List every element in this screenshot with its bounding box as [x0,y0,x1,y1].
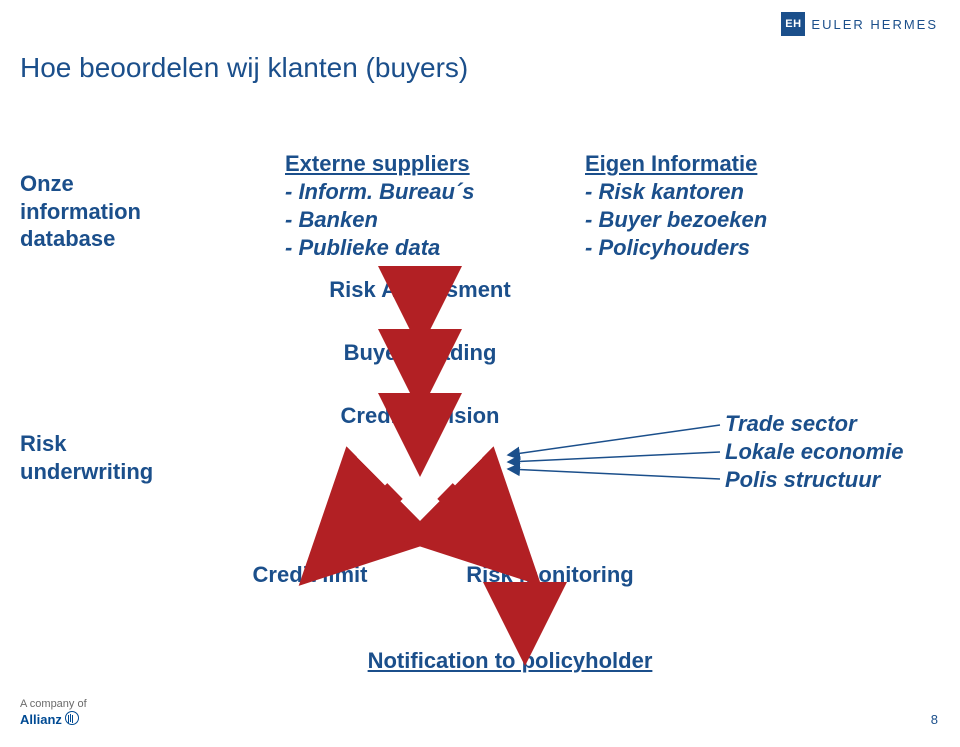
block-item: - Policyhouders [585,234,767,262]
block-item: - Inform. Bureau´s [285,178,474,206]
step-credit-decision: Credit decision [285,403,555,429]
allianz-icon [65,711,79,725]
block-heading: Eigen Informatie [585,150,767,178]
step-risk-assessment: Risk Assessment [285,277,555,303]
footer-brand: Allianz [20,712,62,727]
page-title: Hoe beoordelen wij klanten (buyers) [20,52,468,84]
footer-line1: A company of [20,698,87,712]
step-risk-monitoring: Risk monitoring [440,562,660,588]
block-item: - Publieke data [285,234,474,262]
block-factors: Trade sector Lokale economie Polis struc… [725,410,904,494]
diagram-arrows [0,0,960,747]
step-buyer-grading: Buyer Grading [285,340,555,366]
label-information-database: Onzeinformationdatabase [20,170,141,253]
brand-logo: EH EULER HERMES [781,12,938,36]
factor-item: Polis structuur [725,466,904,494]
logo-mark-icon: EH [781,12,805,36]
label-text: Riskunderwriting [20,431,153,484]
label-text: Onzeinformationdatabase [20,171,141,251]
step-notification: Notification to policyholder [330,648,690,674]
logo-text: EULER HERMES [811,17,938,32]
page-number: 8 [931,712,938,727]
factor-item: Lokale economie [725,438,904,466]
block-heading: Externe suppliers [285,150,474,178]
block-item: - Buyer bezoeken [585,206,767,234]
block-item: - Banken [285,206,474,234]
block-eigen-informatie: Eigen Informatie - Risk kantoren - Buyer… [585,150,767,263]
label-risk-underwriting: Riskunderwriting [20,430,153,485]
block-item: - Risk kantoren [585,178,767,206]
factor-item: Trade sector [725,410,904,438]
step-credit-limit: Credit limit [225,562,395,588]
footer-company: A company of Allianz [20,698,87,730]
block-externe-suppliers: Externe suppliers - Inform. Bureau´s - B… [285,150,474,263]
